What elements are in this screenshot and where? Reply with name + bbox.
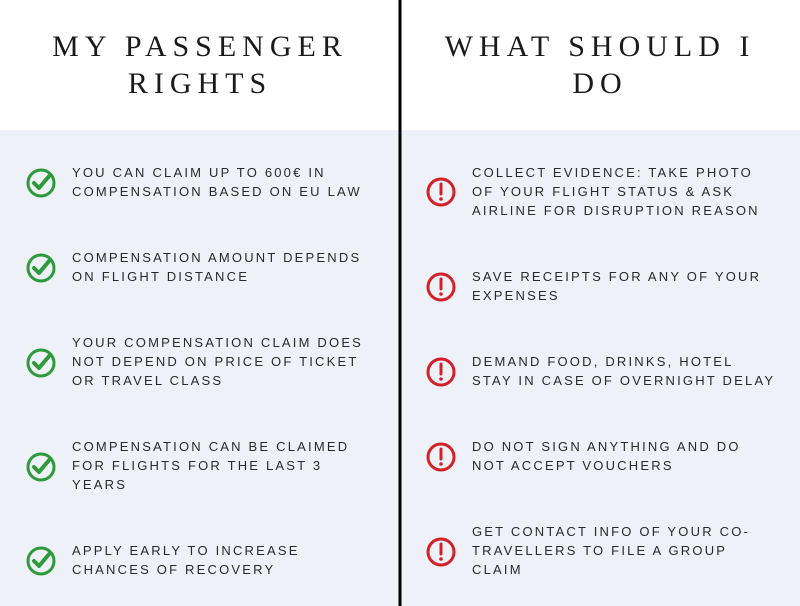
check-circle-icon — [24, 544, 58, 578]
left-header: MY PASSENGER RIGHTS — [0, 0, 400, 130]
alert-circle-icon — [424, 535, 458, 569]
list-item: YOU CAN CLAIM UP TO 600€ IN COMPENSATION… — [24, 158, 376, 208]
item-text: SAVE RECEIPTS FOR ANY OF YOUR EXPENSES — [472, 268, 776, 306]
left-title: MY PASSENGER RIGHTS — [30, 28, 370, 103]
item-text: DEMAND FOOD, DRINKS, HOTEL STAY IN CASE … — [472, 353, 776, 391]
alert-circle-icon — [424, 355, 458, 389]
list-item: COMPENSATION CAN BE CLAIMED FOR FLIGHTS … — [24, 432, 376, 501]
right-body: COLLECT EVIDENCE: TAKE PHOTO OF YOUR FLI… — [400, 130, 800, 606]
item-text: DO NOT SIGN ANYTHING AND DO NOT ACCEPT V… — [472, 438, 776, 476]
infographic-root: MY PASSENGER RIGHTS YOU CAN CLAIM UP TO … — [0, 0, 800, 606]
left-body: YOU CAN CLAIM UP TO 600€ IN COMPENSATION… — [0, 130, 400, 606]
list-item: DEMAND FOOD, DRINKS, HOTEL STAY IN CASE … — [424, 347, 776, 397]
right-header: WHAT SHOULD I DO — [400, 0, 800, 130]
list-item: DO NOT SIGN ANYTHING AND DO NOT ACCEPT V… — [424, 432, 776, 482]
item-text: COMPENSATION AMOUNT DEPENDS ON FLIGHT DI… — [72, 249, 376, 287]
vertical-divider — [399, 0, 402, 606]
item-text: APPLY EARLY TO INCREASE CHANCES OF RECOV… — [72, 542, 376, 580]
item-text: COMPENSATION CAN BE CLAIMED FOR FLIGHTS … — [72, 438, 376, 495]
check-circle-icon — [24, 166, 58, 200]
list-item: COLLECT EVIDENCE: TAKE PHOTO OF YOUR FLI… — [424, 158, 776, 227]
check-circle-icon — [24, 450, 58, 484]
alert-circle-icon — [424, 175, 458, 209]
item-text: GET CONTACT INFO OF YOUR CO-TRAVELLERS T… — [472, 523, 776, 580]
list-item: APPLY EARLY TO INCREASE CHANCES OF RECOV… — [24, 536, 376, 586]
left-column: MY PASSENGER RIGHTS YOU CAN CLAIM UP TO … — [0, 0, 400, 606]
check-circle-icon — [24, 346, 58, 380]
item-text: YOU CAN CLAIM UP TO 600€ IN COMPENSATION… — [72, 164, 376, 202]
check-circle-icon — [24, 251, 58, 285]
list-item: COMPENSATION AMOUNT DEPENDS ON FLIGHT DI… — [24, 243, 376, 293]
right-title: WHAT SHOULD I DO — [430, 28, 770, 103]
list-item: SAVE RECEIPTS FOR ANY OF YOUR EXPENSES — [424, 262, 776, 312]
alert-circle-icon — [424, 270, 458, 304]
item-text: YOUR COMPENSATION CLAIM DOES NOT DEPEND … — [72, 334, 376, 391]
right-column: WHAT SHOULD I DO COLLECT EVIDENCE: TAKE … — [400, 0, 800, 606]
list-item: YOUR COMPENSATION CLAIM DOES NOT DEPEND … — [24, 328, 376, 397]
list-item: GET CONTACT INFO OF YOUR CO-TRAVELLERS T… — [424, 517, 776, 586]
alert-circle-icon — [424, 440, 458, 474]
item-text: COLLECT EVIDENCE: TAKE PHOTO OF YOUR FLI… — [472, 164, 776, 221]
